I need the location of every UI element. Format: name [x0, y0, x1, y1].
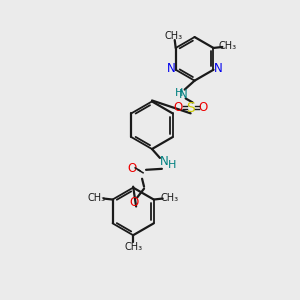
Text: CH₃: CH₃ — [88, 193, 106, 202]
Text: N: N — [179, 88, 188, 101]
Text: N: N — [167, 62, 175, 75]
Text: S: S — [186, 101, 195, 116]
Text: O: O — [199, 101, 208, 114]
Text: N: N — [214, 62, 223, 75]
Text: O: O — [173, 101, 182, 114]
Text: H: H — [175, 88, 183, 98]
Text: O: O — [130, 196, 139, 209]
Text: CH₃: CH₃ — [218, 41, 236, 51]
Text: CH₃: CH₃ — [165, 31, 183, 41]
Text: CH₃: CH₃ — [124, 242, 142, 252]
Text: H: H — [168, 160, 176, 170]
Text: O: O — [128, 162, 137, 175]
Text: CH₃: CH₃ — [160, 193, 179, 202]
Text: N: N — [160, 155, 168, 168]
